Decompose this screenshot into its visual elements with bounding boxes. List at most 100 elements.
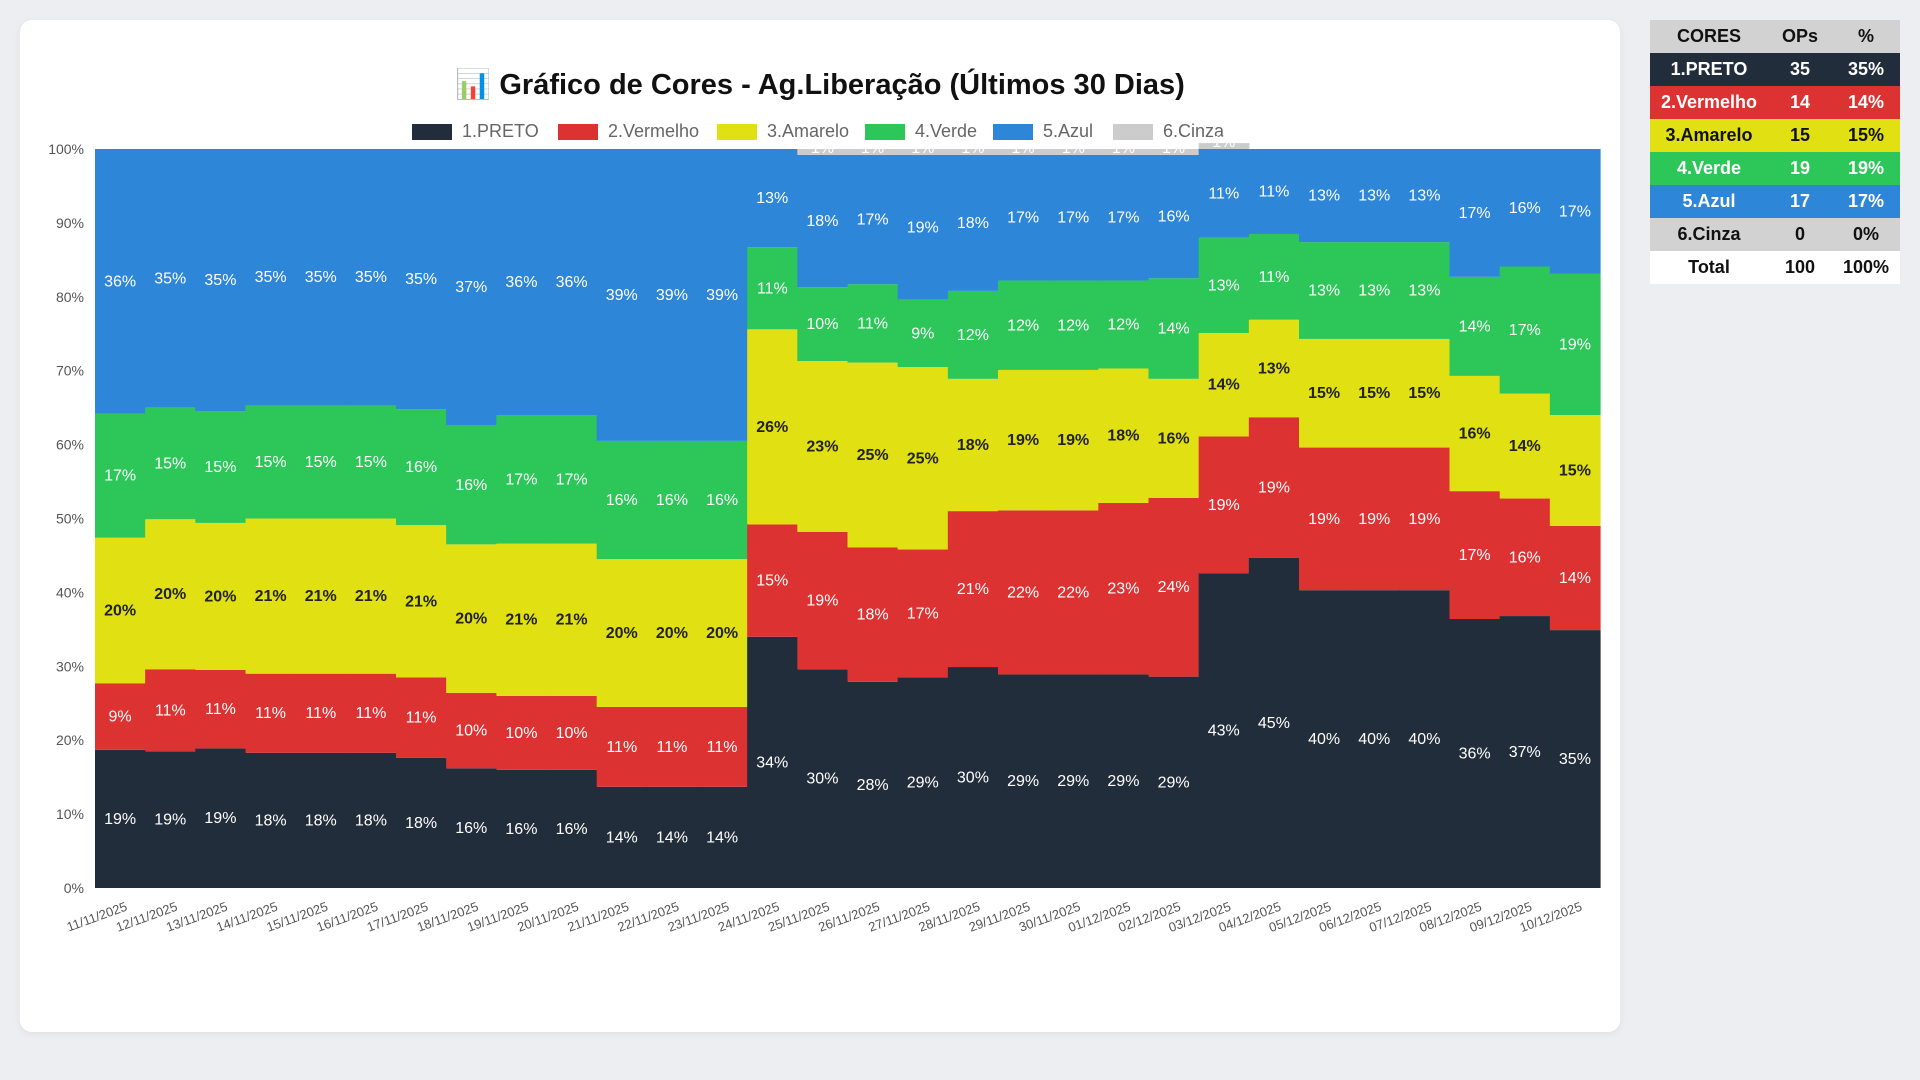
bar-segment-1.PRETO[interactable] xyxy=(1299,590,1350,888)
bar-segment-2.Vermelho[interactable] xyxy=(847,547,899,682)
bar-column-23/11/2025[interactable] xyxy=(697,149,748,888)
bar-column-05/12/2025[interactable] xyxy=(1299,149,1350,888)
bar-segment-5.Azul[interactable] xyxy=(1499,149,1551,267)
bar-segment-1.PRETO[interactable] xyxy=(1148,676,1200,888)
bar-column-01/12/2025[interactable] xyxy=(1098,149,1150,888)
bar-column-11/11/2025[interactable] xyxy=(95,149,146,888)
bar-segment-3.Amarelo[interactable] xyxy=(897,367,949,550)
bar-segment-6.Cinza[interactable] xyxy=(947,149,999,155)
bar-column-15/11/2025[interactable] xyxy=(295,149,347,888)
bar-segment-2.Vermelho[interactable] xyxy=(496,695,548,770)
bar-column-07/12/2025[interactable] xyxy=(1399,149,1451,888)
bar-segment-3.Amarelo[interactable] xyxy=(345,518,397,674)
bar-segment-2.Vermelho[interactable] xyxy=(1048,510,1099,675)
bar-segment-4.Verde[interactable] xyxy=(345,405,397,519)
bar-segment-2.Vermelho[interactable] xyxy=(245,673,297,753)
bar-segment-2.Vermelho[interactable] xyxy=(747,524,798,637)
bar-segment-5.Azul[interactable] xyxy=(1148,154,1200,279)
bar-segment-3.Amarelo[interactable] xyxy=(998,369,1049,511)
legend-item-2[interactable]: 2.Vermelho xyxy=(558,121,699,141)
bar-segment-2.Vermelho[interactable] xyxy=(295,673,347,753)
bar-segment-3.Amarelo[interactable] xyxy=(1349,338,1400,448)
bar-segment-3.Amarelo[interactable] xyxy=(1198,333,1250,437)
bar-segment-2.Vermelho[interactable] xyxy=(1349,447,1400,591)
bar-segment-5.Azul[interactable] xyxy=(697,149,748,441)
bar-segment-1.PRETO[interactable] xyxy=(496,769,548,888)
bar-segment-5.Azul[interactable] xyxy=(396,149,447,410)
bar-segment-4.Verde[interactable] xyxy=(546,415,598,544)
bar-segment-5.Azul[interactable] xyxy=(546,149,598,416)
bar-segment-1.PRETO[interactable] xyxy=(1198,573,1250,888)
bar-segment-5.Azul[interactable] xyxy=(596,149,648,441)
bar-segment-4.Verde[interactable] xyxy=(446,425,497,545)
bar-segment-1.PRETO[interactable] xyxy=(95,749,146,888)
bar-segment-3.Amarelo[interactable] xyxy=(1299,338,1350,448)
bar-segment-2.Vermelho[interactable] xyxy=(95,683,146,750)
bar-segment-6.Cinza[interactable] xyxy=(1198,143,1250,149)
bar-column-22/11/2025[interactable] xyxy=(646,149,698,888)
legend-item-5[interactable]: 5.Azul xyxy=(993,121,1093,141)
bar-segment-6.Cinza[interactable] xyxy=(847,149,899,155)
bar-segment-1.PRETO[interactable] xyxy=(195,748,247,888)
bar-column-08/12/2025[interactable] xyxy=(1449,149,1501,888)
bar-segment-3.Amarelo[interactable] xyxy=(797,361,849,532)
legend-item-1[interactable]: 1.PRETO xyxy=(412,121,539,141)
bar-segment-3.Amarelo[interactable] xyxy=(947,378,999,512)
bar-segment-1.PRETO[interactable] xyxy=(1349,590,1400,888)
bar-segment-2.Vermelho[interactable] xyxy=(1098,502,1150,675)
bar-segment-1.PRETO[interactable] xyxy=(1549,630,1601,888)
bar-column-26/11/2025[interactable] xyxy=(847,149,899,888)
bar-segment-1.PRETO[interactable] xyxy=(747,636,798,888)
bar-segment-1.PRETO[interactable] xyxy=(345,752,397,888)
bar-column-18/11/2025[interactable] xyxy=(446,149,497,888)
bar-segment-1.PRETO[interactable] xyxy=(446,768,497,888)
bar-segment-4.Verde[interactable] xyxy=(646,440,698,560)
bar-segment-1.PRETO[interactable] xyxy=(1499,616,1551,888)
bar-segment-2.Vermelho[interactable] xyxy=(1148,497,1200,677)
bar-column-12/11/2025[interactable] xyxy=(145,149,196,888)
bar-segment-5.Azul[interactable] xyxy=(1349,149,1400,243)
bar-segment-2.Vermelho[interactable] xyxy=(145,669,196,752)
bar-segment-5.Azul[interactable] xyxy=(1299,149,1350,243)
bar-segment-4.Verde[interactable] xyxy=(998,280,1049,370)
bar-segment-1.PRETO[interactable] xyxy=(998,674,1049,888)
bar-segment-5.Azul[interactable] xyxy=(1399,149,1451,243)
bar-segment-4.Verde[interactable] xyxy=(596,440,648,560)
bar-segment-5.Azul[interactable] xyxy=(1248,149,1300,234)
bar-segment-3.Amarelo[interactable] xyxy=(1148,378,1200,498)
bar-segment-5.Azul[interactable] xyxy=(998,154,1049,281)
bar-segment-1.PRETO[interactable] xyxy=(947,667,999,888)
bar-segment-1.PRETO[interactable] xyxy=(1449,619,1501,888)
bar-segment-1.PRETO[interactable] xyxy=(646,786,698,888)
bar-segment-4.Verde[interactable] xyxy=(496,415,548,544)
bar-segment-2.Vermelho[interactable] xyxy=(1198,436,1250,574)
bar-segment-6.Cinza[interactable] xyxy=(897,149,949,155)
bar-segment-6.Cinza[interactable] xyxy=(1048,149,1099,155)
bar-segment-4.Verde[interactable] xyxy=(1048,280,1099,370)
bar-segment-5.Azul[interactable] xyxy=(1048,154,1099,281)
bar-segment-5.Azul[interactable] xyxy=(496,149,548,416)
bar-segment-5.Azul[interactable] xyxy=(1198,149,1250,238)
bar-segment-5.Azul[interactable] xyxy=(897,154,949,300)
bar-segment-3.Amarelo[interactable] xyxy=(1399,338,1451,448)
bar-segment-1.PRETO[interactable] xyxy=(847,681,899,888)
bar-segment-5.Azul[interactable] xyxy=(797,154,849,288)
bar-column-28/11/2025[interactable] xyxy=(947,149,999,888)
bar-column-14/11/2025[interactable] xyxy=(245,149,297,888)
bar-column-16/11/2025[interactable] xyxy=(345,149,397,888)
bar-segment-3.Amarelo[interactable] xyxy=(1499,393,1551,499)
bar-column-25/11/2025[interactable] xyxy=(797,149,849,888)
bar-segment-4.Verde[interactable] xyxy=(1248,233,1300,320)
bar-segment-2.Vermelho[interactable] xyxy=(1549,525,1601,631)
bar-segment-4.Verde[interactable] xyxy=(295,405,347,519)
bar-segment-5.Azul[interactable] xyxy=(245,149,297,406)
bar-segment-3.Amarelo[interactable] xyxy=(245,518,297,674)
bar-segment-2.Vermelho[interactable] xyxy=(345,673,397,753)
bar-segment-5.Azul[interactable] xyxy=(95,149,146,414)
bar-segment-4.Verde[interactable] xyxy=(1148,278,1200,379)
bar-segment-6.Cinza[interactable] xyxy=(797,149,849,155)
bar-segment-4.Verde[interactable] xyxy=(1399,242,1451,339)
bar-segment-2.Vermelho[interactable] xyxy=(1399,447,1451,591)
bar-segment-4.Verde[interactable] xyxy=(1299,242,1350,339)
bar-segment-3.Amarelo[interactable] xyxy=(496,543,548,696)
